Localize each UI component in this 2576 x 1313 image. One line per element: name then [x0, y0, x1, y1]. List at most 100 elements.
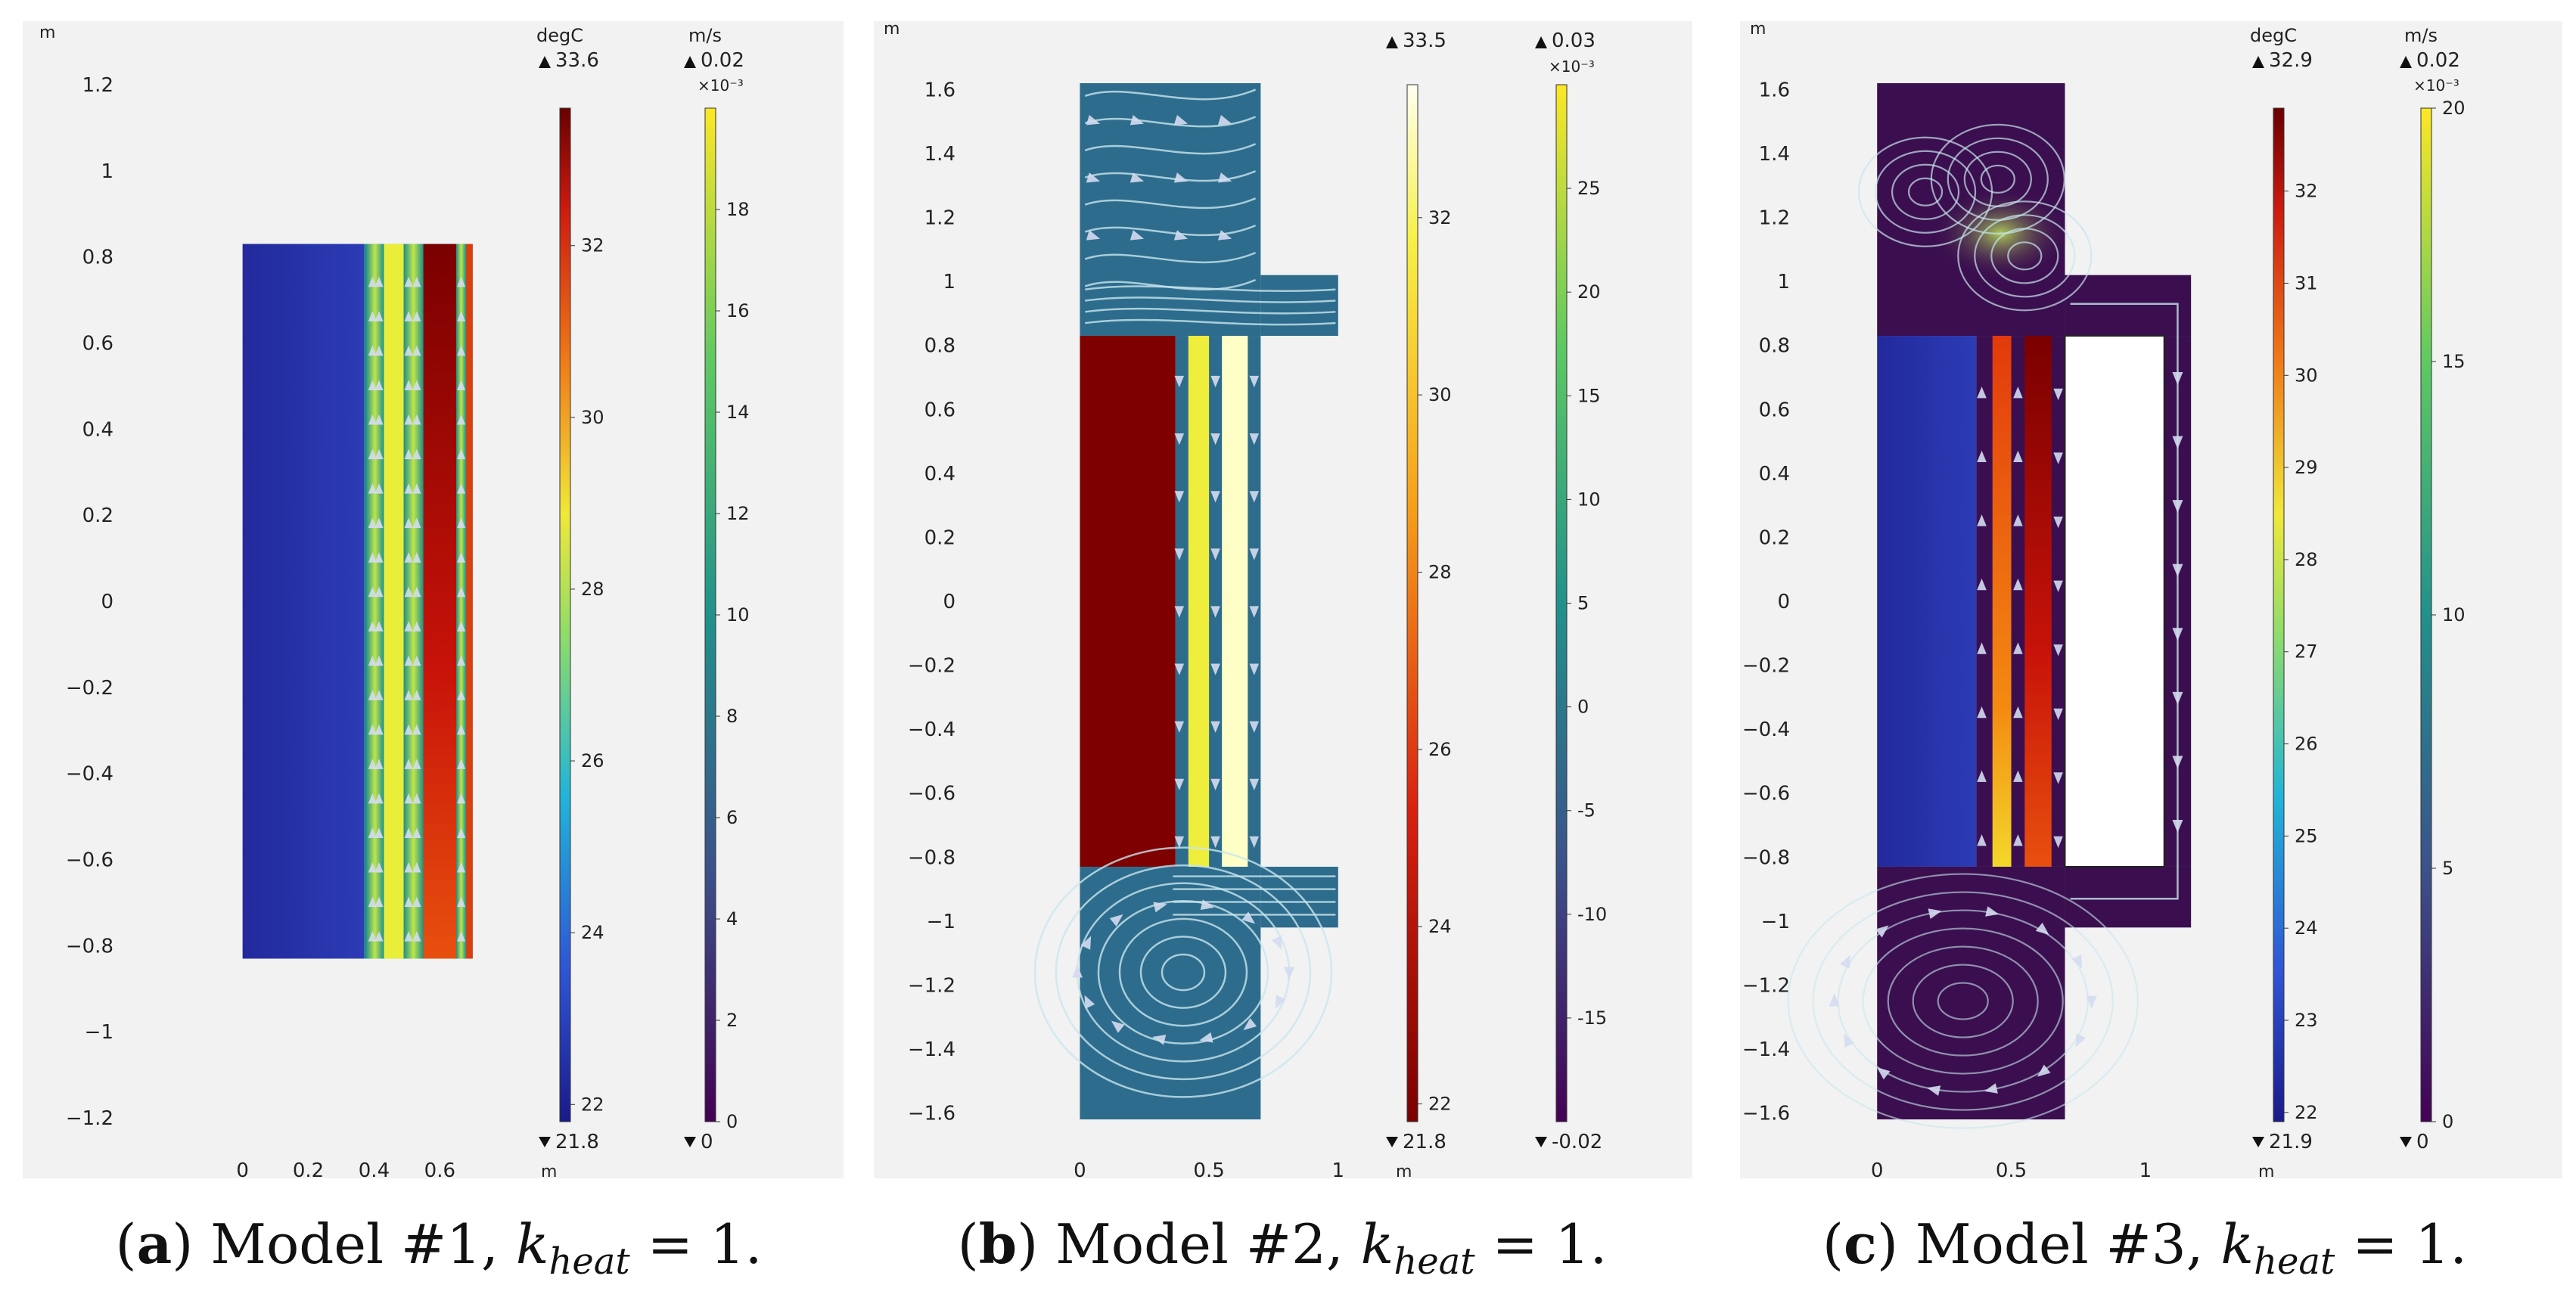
streamline [1084, 197, 1257, 210]
x-axis-unit-label: m [2258, 1162, 2274, 1181]
flow-arrow [374, 483, 384, 494]
vortex-streamline [1787, 873, 2139, 1129]
hot-slab-region [423, 244, 457, 959]
vel-unit-label: m/s [688, 25, 722, 46]
flow-arrow [2013, 642, 2023, 654]
vel-tick-label: 14 [726, 402, 750, 423]
flow-arrow [2172, 436, 2183, 449]
vel-tick-label: 6 [726, 807, 738, 828]
flow-arrow [368, 827, 377, 838]
flow-arrow [2172, 372, 2183, 385]
flow-arrow [457, 931, 466, 942]
vel-tick-label: 12 [726, 503, 750, 524]
flow-arrow [368, 552, 377, 563]
flow-arrow [457, 896, 466, 908]
x-tick-label: 1 [1332, 1159, 1345, 1182]
channel-2-region [2024, 336, 2052, 867]
channel-1-region [1188, 336, 1210, 867]
flow-arrow [368, 655, 377, 666]
panel-a-field [242, 244, 473, 959]
flow-arrow [374, 759, 384, 769]
y-tick-label: 0.2 [82, 504, 113, 527]
flow-arrow [1210, 375, 1220, 388]
flow-arrow [2075, 1033, 2087, 1048]
flow-arrow [404, 517, 413, 529]
flow-arrow [404, 586, 413, 598]
x-axis-unit-label: m [541, 1162, 557, 1181]
x-tick-label: 0 [236, 1159, 249, 1182]
temp-tick-label: 26 [1428, 739, 1452, 760]
vel-tick-label: 15 [1577, 385, 1601, 406]
flow-arrow [404, 793, 413, 804]
flow-arrow [412, 380, 421, 390]
panel-b-colorbars: 33.5 21.8 32 30 28 26 24 22 0.03 ×10⁻³ -0.02 25 20 15… [1386, 29, 1607, 1153]
streamline [1084, 143, 1257, 155]
flow-arrow [2035, 922, 2049, 935]
flow-arrow [404, 380, 413, 390]
flow-arrow [374, 621, 384, 632]
y-tick-label: −1.6 [908, 1103, 956, 1125]
vel-min-marker [1535, 1137, 1547, 1147]
flow-arrow [457, 861, 466, 873]
flow-arrow [1086, 230, 1101, 241]
vortex-streamline [1957, 200, 2093, 312]
flow-arrow [1284, 967, 1294, 980]
flow-arrow [2172, 563, 2183, 577]
flow-arrow [368, 414, 377, 425]
flow-arrow [1977, 706, 1987, 719]
temp-max-marker [1386, 36, 1398, 48]
flow-arrow [1977, 578, 1987, 591]
flow-arrow [2037, 1064, 2051, 1077]
panel-c-field [1787, 82, 2192, 1129]
caption-b: (b) Model #2, kheat = 1. [957, 1212, 1608, 1283]
temp-unit-label: degC [2250, 25, 2297, 46]
lower-air-region [1080, 866, 1261, 1120]
flow-arrow [1086, 115, 1101, 126]
flow-arrow [1977, 770, 1987, 782]
flow-arrow [368, 724, 377, 735]
streamline [1085, 296, 1336, 303]
flow-arrow [368, 276, 377, 287]
y-tick-label: 0.6 [1759, 399, 1790, 421]
temp-tick-label: 28 [1428, 561, 1452, 582]
vortex-streamline [1139, 936, 1227, 1009]
x-tick-label: 0 [1871, 1159, 1884, 1182]
vel-tick-label: 0 [1577, 697, 1589, 718]
temp-max-label: 33.6 [555, 49, 599, 72]
flow-arrow [1174, 778, 1185, 790]
temp-max-label: 32.9 [2269, 49, 2313, 72]
temp-min-marker [1386, 1137, 1398, 1147]
flow-arrow [1829, 993, 1840, 1007]
flow-arrow [374, 586, 384, 598]
y-tick-label: 0.6 [82, 332, 113, 355]
flow-arrow [404, 621, 413, 632]
x-tick-label: 0.5 [1193, 1159, 1224, 1182]
y-tick-label: 0.4 [1759, 463, 1790, 486]
flow-arrow [412, 793, 421, 804]
vel-tick-label: 20 [2442, 98, 2466, 119]
flow-arrow [1243, 1018, 1257, 1031]
flow-arrow [1200, 899, 1214, 910]
temp-tick-label: 32 [2295, 181, 2318, 202]
flow-arrow [1174, 721, 1185, 733]
flow-arrow [2013, 514, 2023, 526]
flow-arrow [368, 690, 377, 700]
vortex-streamline [1947, 137, 2049, 221]
flow-arrow [1210, 491, 1220, 503]
y-tick-label: −0.2 [66, 677, 113, 700]
flow-arrow [1977, 834, 1987, 846]
x-tick-label: 0.6 [424, 1159, 455, 1182]
flow-arrow [1174, 433, 1185, 445]
vortex-streamline [1980, 164, 2015, 194]
x-tick-label: 1 [2139, 1159, 2152, 1182]
flow-arrow [368, 345, 377, 356]
flow-arrow [1249, 663, 1260, 675]
y-tick-label: 0.2 [924, 526, 956, 549]
upper-return-duct [2065, 275, 2192, 337]
flow-arrow [1199, 1032, 1213, 1043]
y-tick-label: 0.8 [82, 247, 113, 269]
panel-b-background [874, 21, 1692, 1178]
temp-min-label: 21.9 [2269, 1131, 2313, 1153]
flow-arrow [412, 724, 421, 735]
